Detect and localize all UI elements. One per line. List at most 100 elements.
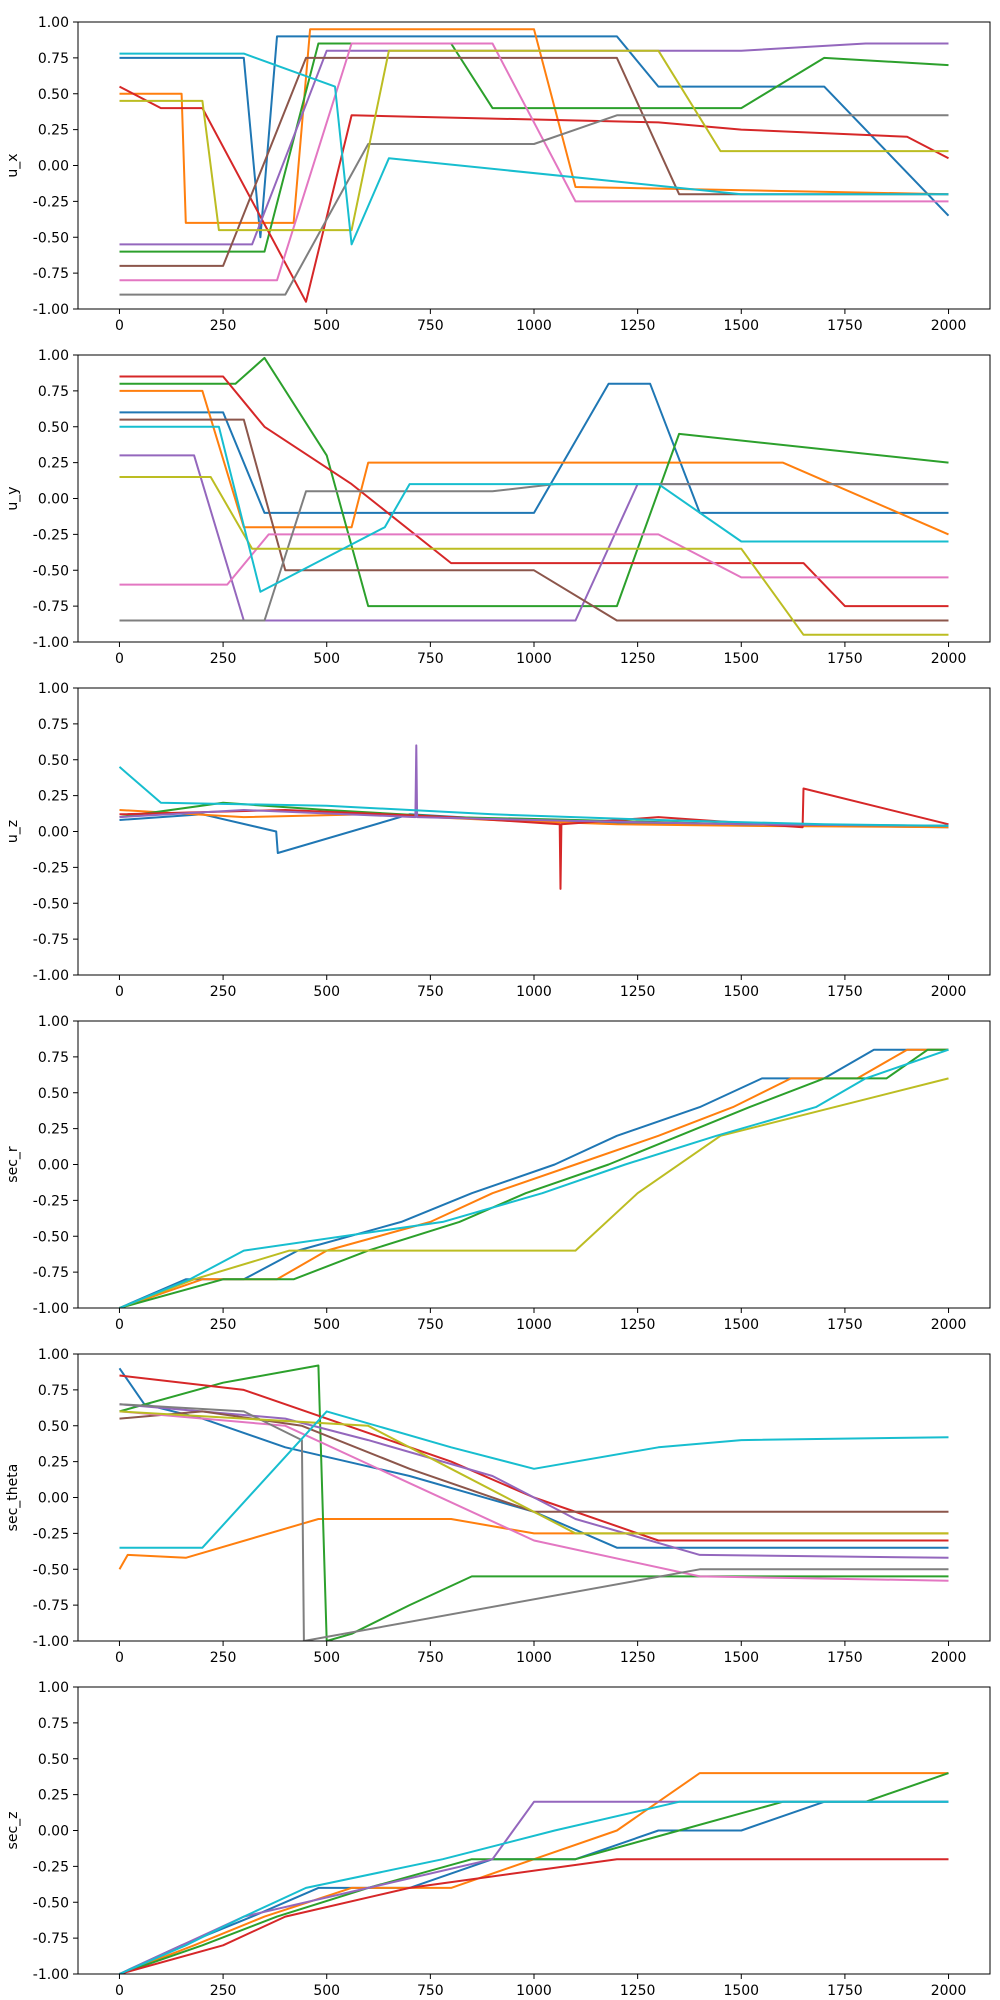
y-tick-label: 0.00: [38, 1491, 69, 1507]
x-tick-label: 1000: [516, 1317, 552, 1333]
y-tick-label: -0.25: [33, 194, 69, 210]
series-line-2: [119, 1364, 949, 1641]
y-tick-label: -0.75: [33, 266, 69, 282]
x-tick-label: 2000: [931, 1650, 967, 1666]
x-tick-label: 1500: [723, 1650, 759, 1666]
series-line-9: [119, 425, 949, 593]
x-tick-label: 1000: [516, 984, 552, 1000]
series-line-3: [119, 1077, 949, 1308]
x-tick-label: 0: [115, 651, 124, 667]
x-tick-label: 1500: [723, 984, 759, 1000]
x-tick-label: 1000: [516, 318, 552, 334]
y-tick-label: -0.25: [33, 527, 69, 543]
y-tick-label: 0.25: [38, 456, 69, 472]
y-tick-label: -1.00: [33, 968, 69, 984]
x-tick-label: 250: [210, 1983, 237, 1999]
subplot-5: 0 250 500 750 1000 1250 1500 1750 2000 -1.00 -0.75…: [5, 1680, 991, 1999]
x-tick-label: 1500: [723, 651, 759, 667]
y-tick-label: 0.25: [38, 123, 69, 139]
y-tick-label: 1.00: [38, 1014, 69, 1030]
series-line-4: [119, 744, 949, 827]
axes-frame: [77, 354, 991, 643]
x-tick-label: 0: [115, 1317, 124, 1333]
x-tick-label: 1250: [620, 651, 656, 667]
y-axis-label: u_y: [5, 486, 21, 510]
series-line-0: [119, 35, 950, 239]
series-line-0: [118, 1367, 949, 1549]
y-tick-label: 0.00: [38, 1158, 69, 1174]
series-line-3: [119, 1858, 949, 1974]
y-axis-label: sec_z: [5, 1812, 21, 1850]
y-tick-label: 1.00: [38, 1680, 69, 1696]
series-line-2: [119, 356, 949, 608]
series-line-1: [119, 389, 949, 536]
subplot-2: 0 250 500 750 1000 1250 1500 1750 2000 -1.00 -0.75…: [5, 681, 991, 1000]
x-tick-label: 250: [210, 1317, 237, 1333]
series-group: [119, 1772, 949, 1974]
y-tick-label: -0.50: [33, 1229, 69, 1245]
y-tick-label: 0.50: [38, 87, 69, 103]
x-tick-label: 1000: [516, 1650, 552, 1666]
y-tick-label: -0.50: [33, 230, 69, 246]
y-axis-label: u_x: [5, 153, 21, 177]
x-tick-label: 1750: [827, 1983, 863, 1999]
series-line-7: [119, 483, 949, 622]
y-tick-label: 0.50: [38, 1086, 69, 1102]
subplot-4: 0 250 500 750 1000 1250 1500 1750 2000 -1.00 -0.75…: [5, 1347, 991, 1666]
y-tick-label: 1.00: [38, 348, 69, 364]
x-tick-label: 1250: [620, 984, 656, 1000]
series-line-4: [119, 1048, 949, 1308]
series-line-5: [119, 418, 949, 622]
series-line-4: [119, 1403, 949, 1559]
y-tick-label: 0.00: [38, 159, 69, 175]
y-tick-label: 0.25: [38, 789, 69, 805]
x-tick-label: 1000: [516, 1983, 552, 1999]
y-tick-label: 1.00: [38, 681, 69, 697]
subplot-3: 0 250 500 750 1000 1250 1500 1750 2000 -1.00 -0.75…: [5, 1014, 991, 1333]
x-tick-label: 1500: [723, 1317, 759, 1333]
x-tick-label: 1250: [620, 1983, 656, 1999]
y-tick-label: 1.00: [38, 15, 69, 31]
x-tick-label: 500: [313, 651, 340, 667]
x-tick-label: 250: [210, 651, 237, 667]
y-axis-label: sec_r: [5, 1146, 21, 1183]
series-line-0: [119, 382, 949, 514]
series-line-5: [119, 1410, 949, 1513]
series-group: [119, 28, 950, 303]
series-group: [118, 744, 949, 890]
x-tick-label: 1750: [827, 1317, 863, 1333]
series-line-3: [119, 1374, 949, 1542]
series-line-3: [119, 85, 949, 303]
y-tick-label: -0.25: [33, 1859, 69, 1875]
x-tick-label: 1750: [827, 984, 863, 1000]
x-tick-label: 750: [417, 1983, 444, 1999]
series-line-8: [119, 49, 949, 232]
y-tick-label: 0.00: [38, 825, 69, 841]
x-tick-label: 1250: [620, 1650, 656, 1666]
y-tick-label: 0.25: [38, 1455, 69, 1471]
y-axis-label: u_z: [5, 820, 21, 843]
series-line-1: [118, 1518, 949, 1570]
y-tick-label: 0.25: [38, 1122, 69, 1138]
series-line-1: [119, 1772, 949, 1974]
series-line-2: [119, 1048, 949, 1308]
series-line-3: [119, 375, 949, 608]
series-line-6: [119, 42, 949, 282]
x-tick-label: 2000: [931, 1317, 967, 1333]
series-line-6: [119, 533, 949, 586]
x-tick-label: 1000: [516, 651, 552, 667]
y-tick-label: -1.00: [33, 635, 69, 651]
y-tick-label: -1.00: [33, 1301, 69, 1317]
axes-frame: [77, 687, 991, 976]
series-line-2: [119, 42, 949, 253]
y-tick-label: -1.00: [33, 1634, 69, 1650]
subplot-0: 0 250 500 750 1000 1250 1500 1750 2000 -1.00 -0.75…: [5, 15, 991, 334]
x-tick-label: 0: [115, 984, 124, 1000]
x-tick-label: 750: [417, 1650, 444, 1666]
series-line-1: [119, 28, 949, 224]
x-tick-label: 500: [313, 1317, 340, 1333]
y-tick-label: -0.25: [33, 1193, 69, 1209]
x-tick-label: 1250: [620, 1317, 656, 1333]
x-tick-label: 750: [417, 651, 444, 667]
